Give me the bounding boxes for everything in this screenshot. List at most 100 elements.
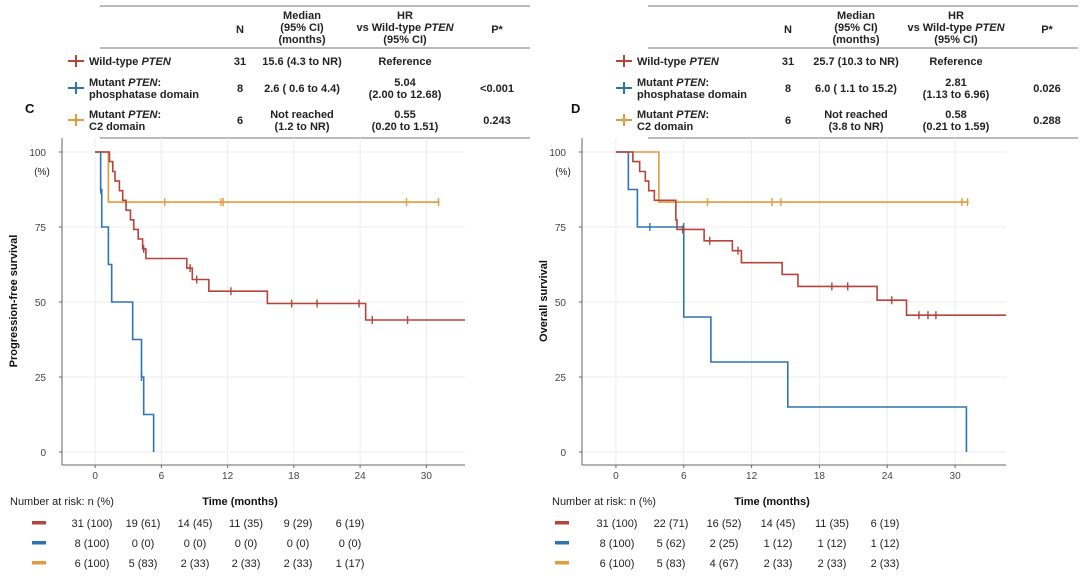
risk-value: 1 (17) <box>336 558 365 570</box>
row-hr: 0.58 <box>945 109 966 121</box>
table-row: Mutant PTEN:phosphatase domain 8 6.0 ( 1.1… <box>616 77 1061 101</box>
table-row: Mutant PTEN:phosphatase domain 8 2.6 ( 0.6… <box>68 77 514 101</box>
row-median: 2.6 ( 0.6 to 4.4) <box>264 83 340 95</box>
risk-value: 2 (33) <box>181 558 210 570</box>
row-label: Mutant PTEN: <box>637 109 709 121</box>
y-axis-title: Progression-free survival <box>8 235 20 368</box>
row-label: phosphatase domain <box>637 89 747 101</box>
row-hr: Reference <box>929 56 982 68</box>
row-hr: (2.00 to 12.68) <box>369 89 442 101</box>
risk-swatch <box>555 521 569 525</box>
header-hr: (95% CI) <box>934 34 978 46</box>
row-hr: 2.81 <box>945 77 966 89</box>
risk-value: 2 (33) <box>232 558 261 570</box>
risk-value: 14 (45) <box>761 518 796 530</box>
y-tick-label: 100 <box>549 148 566 159</box>
header-median: (months) <box>278 34 325 46</box>
row-hr: Reference <box>378 56 431 68</box>
row-label: Mutant PTEN: <box>89 109 161 121</box>
risk-value: 2 (33) <box>284 558 313 570</box>
panel-letter: D <box>571 101 580 116</box>
risk-value: 0 (0) <box>132 538 155 550</box>
risk-value: 31 (100) <box>72 518 113 530</box>
x-tick-label: 0 <box>613 471 619 482</box>
header-hr: vs Wild-type PTEN <box>356 22 454 34</box>
risk-value: 5 (83) <box>657 558 686 570</box>
header-hr: (95% CI) <box>383 34 427 46</box>
risk-value: 2 (33) <box>818 558 847 570</box>
y-tick-label: 0 <box>560 448 566 459</box>
km-curve-c2 <box>615 151 969 203</box>
row-median: 15.6 (4.3 to NR) <box>262 56 342 68</box>
row-label: C2 domain <box>637 121 694 133</box>
risk-value: 4 (67) <box>710 558 739 570</box>
km-plot: 0 6 12 18 24 30 0 25 50 75 100 (%) Overall survival T… <box>538 138 1006 508</box>
row-hr: 5.04 <box>394 77 416 89</box>
row-n: 8 <box>785 83 791 95</box>
row-label: phosphatase domain <box>89 89 199 101</box>
x-tick-label: 18 <box>814 471 826 482</box>
table-row: Wild-type PTEN 31 15.6 (4.3 to NR) Referenc… <box>68 55 432 68</box>
panel-letter: C <box>25 101 35 116</box>
header-median: Median <box>837 10 875 22</box>
x-tick-label: 6 <box>681 471 687 482</box>
header-hr: vs Wild-type PTEN <box>907 22 1005 34</box>
risk-value: 31 (100) <box>597 518 638 530</box>
risk-value: 5 (83) <box>129 558 158 570</box>
header-median: (95% CI) <box>280 22 324 34</box>
risk-value: 1 (12) <box>764 538 793 550</box>
risk-title: Number at risk: n (%) <box>552 496 656 508</box>
x-tick-label: 18 <box>288 471 300 482</box>
x-tick-label: 24 <box>882 471 894 482</box>
row-label: Mutant PTEN: <box>89 77 161 89</box>
risk-value: 1 (12) <box>818 538 847 550</box>
risk-table: Number at risk: n (%) 31 (100) 22 (71) 16 (… <box>552 496 899 570</box>
risk-value: 8 (100) <box>600 538 635 550</box>
x-tick-label: 30 <box>421 471 433 482</box>
row-n: 31 <box>782 56 794 68</box>
x-tick-label: 24 <box>355 471 367 482</box>
risk-value: 2 (33) <box>764 558 793 570</box>
row-hr: 0.55 <box>394 109 415 121</box>
risk-value: 6 (19) <box>871 518 900 530</box>
row-label: Mutant PTEN: <box>637 77 709 89</box>
header-p: P* <box>491 24 503 36</box>
y-unit-label: (%) <box>555 167 571 178</box>
header-hr: HR <box>397 10 413 22</box>
risk-value: 14 (45) <box>178 518 213 530</box>
y-tick-label: 25 <box>35 373 47 384</box>
risk-value: 16 (52) <box>707 518 742 530</box>
table-row: Wild-type PTEN 31 25.7 (10.3 to NR) Referen… <box>616 55 983 68</box>
row-n: 6 <box>237 115 243 127</box>
y-tick-label: 0 <box>40 448 46 459</box>
row-hr: (0.20 to 1.51) <box>372 121 439 133</box>
header-median: (months) <box>832 34 879 46</box>
header-median: (95% CI) <box>834 22 878 34</box>
x-tick-label: 0 <box>92 471 98 482</box>
header-hr: HR <box>948 10 964 22</box>
y-axis-title: Overall survival <box>538 260 550 342</box>
row-median: (1.2 to NR) <box>275 121 330 133</box>
row-p: 0.026 <box>1033 83 1061 95</box>
row-n: 8 <box>237 83 243 95</box>
risk-swatch <box>32 521 46 525</box>
y-tick-label: 50 <box>555 298 567 309</box>
y-tick-label: 25 <box>555 373 567 384</box>
risk-swatch <box>32 561 46 565</box>
risk-value: 2 (25) <box>710 538 739 550</box>
table-row: Mutant PTEN:C2 domain 6 Not reached(3.8 to… <box>616 109 1061 133</box>
row-n: 31 <box>234 56 246 68</box>
row-p: 0.243 <box>483 115 511 127</box>
row-median: 25.7 (10.3 to NR) <box>813 56 899 68</box>
risk-swatch <box>555 541 569 545</box>
risk-title: Number at risk: n (%) <box>10 496 114 508</box>
km-curve-wild <box>615 151 1006 316</box>
y-tick-label: 100 <box>29 148 46 159</box>
row-median: Not reached <box>270 109 334 121</box>
row-label: Wild-type PTEN <box>637 56 720 68</box>
